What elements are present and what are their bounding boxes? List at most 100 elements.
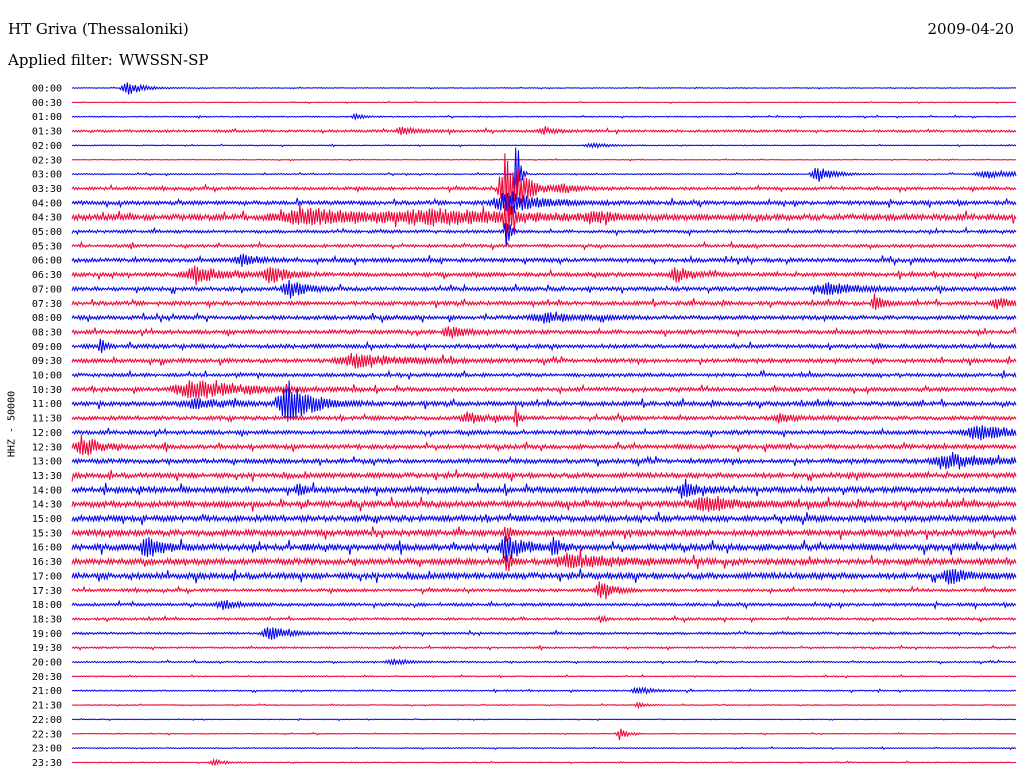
tick-label: 00:00: [32, 84, 62, 95]
tick-label: 14:30: [32, 500, 62, 511]
tick-label: 12:30: [32, 442, 62, 453]
trace-line: [71, 511, 1017, 526]
trace-line: [71, 495, 1017, 512]
filter-label: Applied filter:: [8, 51, 113, 69]
trace-line: [71, 352, 1017, 369]
trace-line: [71, 746, 1017, 751]
trace-line: [71, 674, 1017, 679]
tick-label: 19:00: [32, 629, 62, 640]
tick-label: 09:00: [32, 342, 62, 353]
tick-label: 18:30: [32, 614, 62, 625]
tick-label: 08:00: [32, 313, 62, 324]
trace-line: [71, 191, 1017, 215]
trace-line: [71, 614, 1017, 624]
trace-line: [71, 293, 1017, 310]
trace-line: [71, 434, 1017, 456]
tick-label: 01:00: [32, 112, 62, 123]
trace-line: [71, 265, 1017, 286]
trace-line: [71, 100, 1017, 104]
trace-line: [71, 452, 1017, 470]
tick-label: 05:00: [32, 227, 62, 238]
trace-line: [71, 82, 1017, 95]
tick-label: 13:00: [32, 457, 62, 468]
trace-line: [71, 568, 1017, 585]
tick-label: 11:30: [32, 414, 62, 425]
tick-label: 05:30: [32, 241, 62, 252]
trace-line: [71, 526, 1017, 543]
tick-label: 01:30: [32, 127, 62, 138]
tick-label: 10:00: [32, 371, 62, 382]
trace-line: [71, 153, 1017, 217]
trace-line: [71, 469, 1017, 482]
tick-label: 23:30: [32, 758, 62, 769]
tick-label: 03:30: [32, 184, 62, 195]
trace-line: [71, 478, 1017, 499]
trace-line: [71, 311, 1017, 324]
trace-line: [71, 326, 1017, 339]
tick-label: 06:30: [32, 270, 62, 281]
trace-line: [71, 126, 1017, 136]
trace-line: [71, 627, 1017, 640]
trace-line: [71, 425, 1017, 441]
tick-label: 07:30: [32, 299, 62, 310]
trace-line: [71, 549, 1017, 572]
trace-line: [71, 686, 1017, 696]
tick-label: 18:00: [32, 600, 62, 611]
tick-label: 20:30: [32, 672, 62, 683]
trace-line: [71, 379, 1017, 399]
trace-line: [71, 223, 1017, 247]
trace-line: [71, 112, 1017, 122]
tick-label: 23:00: [32, 744, 62, 755]
filter-value: WWSSN-SP: [118, 51, 209, 69]
trace-line: [71, 701, 1017, 710]
trace-line: [71, 581, 1017, 600]
trace-line: [71, 253, 1017, 267]
trace-line: [71, 338, 1017, 354]
tick-label: 21:30: [32, 701, 62, 712]
tick-label: 06:00: [32, 256, 62, 267]
trace-line: [71, 280, 1017, 299]
filter-info: Applied filter: WWSSN-SP: [8, 51, 215, 69]
station-title: HT Griva (Thessaloniki): [8, 20, 189, 38]
tick-label: 02:30: [32, 155, 62, 166]
trace-line: [71, 728, 1017, 741]
tick-label: 03:00: [32, 170, 62, 181]
trace-line: [71, 158, 1017, 162]
trace-line: [71, 758, 1017, 767]
tick-label: 16:30: [32, 557, 62, 568]
trace-line: [71, 368, 1017, 380]
tick-label: 13:30: [32, 471, 62, 482]
tick-label: 14:00: [32, 485, 62, 496]
trace-line: [71, 644, 1017, 652]
tick-label: 12:00: [32, 428, 62, 439]
tick-label: 00:30: [32, 98, 62, 109]
tick-label: 20:00: [32, 658, 62, 669]
tick-label: 17:00: [32, 571, 62, 582]
trace-line: [71, 147, 1017, 199]
tick-label: 22:00: [32, 715, 62, 726]
tick-label: 02:00: [32, 141, 62, 152]
trace-line: [71, 380, 1017, 422]
trace-line: [71, 197, 1017, 238]
tick-label: 04:30: [32, 213, 62, 224]
tick-label: 15:30: [32, 528, 62, 539]
tick-label: 21:00: [32, 686, 62, 697]
tick-label: 04:00: [32, 198, 62, 209]
trace-line: [71, 599, 1017, 611]
date-label: 2009-04-20: [927, 20, 1014, 38]
tick-label: 07:00: [32, 284, 62, 295]
tick-label: 15:00: [32, 514, 62, 525]
tick-label: 16:00: [32, 543, 62, 554]
tick-label: 10:30: [32, 385, 62, 396]
tick-label: 08:30: [32, 327, 62, 338]
trace-line: [71, 717, 1017, 722]
tick-label: 11:00: [32, 399, 62, 410]
tick-label: 19:30: [32, 643, 62, 654]
tick-label: 09:30: [32, 356, 62, 367]
tick-label: 22:30: [32, 729, 62, 740]
trace-line: [71, 405, 1017, 428]
trace-line: [71, 536, 1017, 563]
trace-line: [71, 141, 1017, 149]
trace-line: [71, 658, 1017, 666]
